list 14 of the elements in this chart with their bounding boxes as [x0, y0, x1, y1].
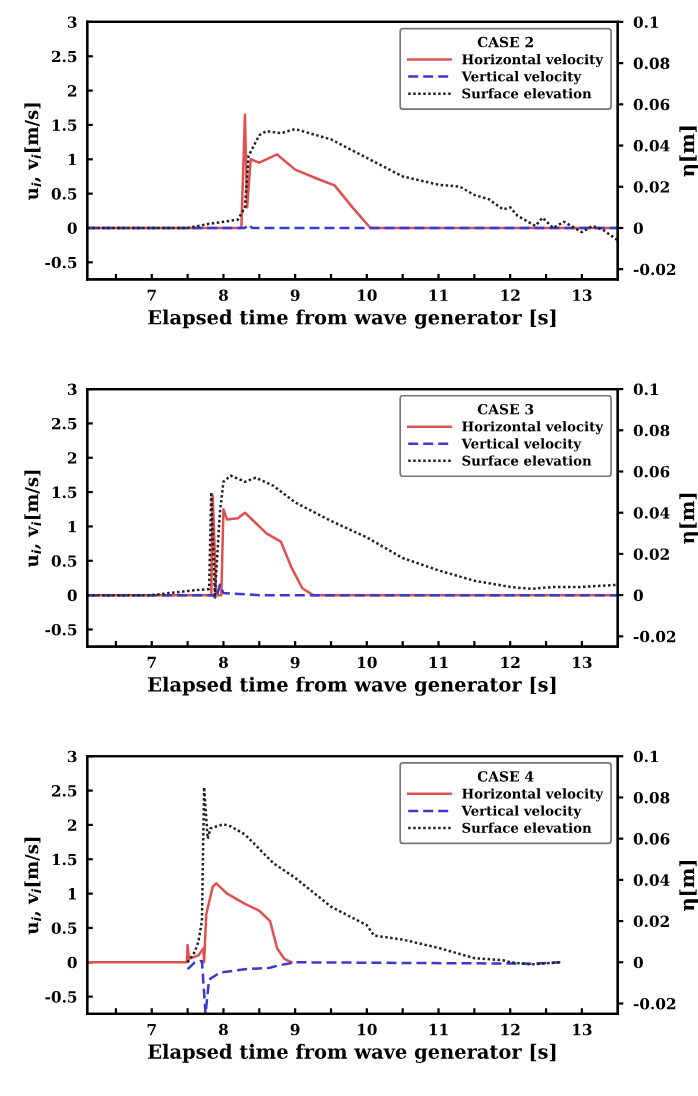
y2-axis-title: η[m] [679, 493, 698, 544]
line-series [87, 583, 618, 600]
y-axis-title: u$_{i}$, v$_{i}$[m/s] [24, 103, 42, 200]
line-series [87, 882, 293, 964]
y2-axis-title: η[m] [679, 126, 698, 177]
line-series [87, 474, 618, 597]
y2-axis-title: η[m] [679, 860, 698, 911]
y-axis-title: u$_{i}$, v$_{i}$[m/s] [24, 837, 42, 935]
y-axis-title: u$_{i}$, v$_{i}$[m/s] [24, 470, 42, 568]
x-axis-title: Elapsed time from wave generator [s] [148, 309, 556, 329]
line-series [186, 959, 562, 1014]
line-series [87, 127, 618, 242]
x-axis-title: Elapsed time from wave generator [s] [148, 676, 556, 696]
x-axis-title: Elapsed time from wave generator [s] [148, 1043, 556, 1063]
